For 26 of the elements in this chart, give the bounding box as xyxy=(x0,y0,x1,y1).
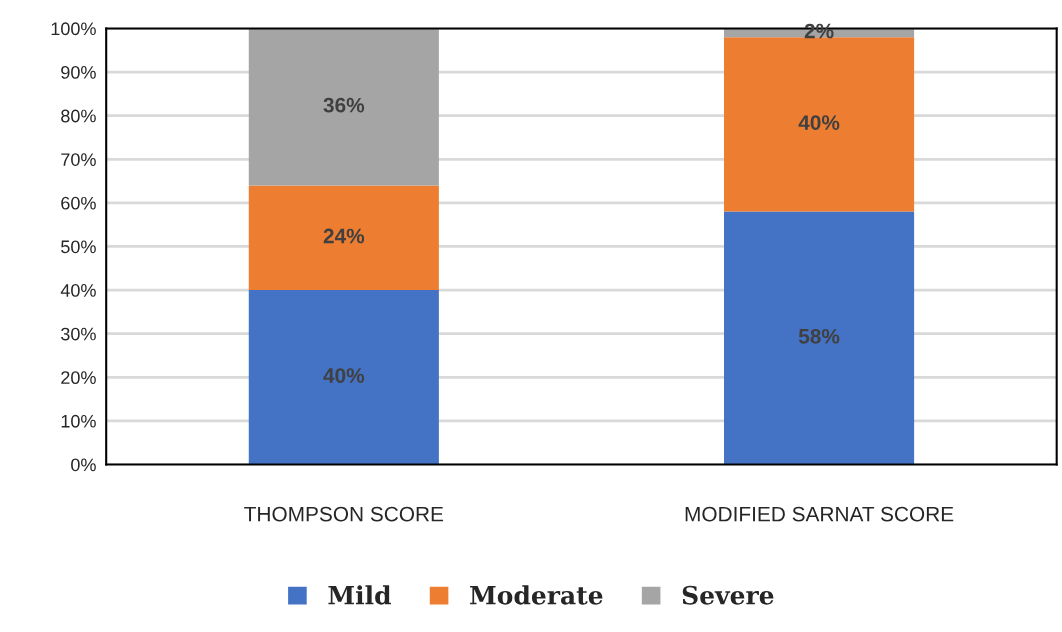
y-tick-label: 0% xyxy=(71,458,96,472)
bar xyxy=(724,37,915,212)
y-tick-label: 80% xyxy=(61,109,96,123)
y-tick-label: 70% xyxy=(61,153,96,166)
y-tick-label: 60% xyxy=(61,196,96,210)
y-tick-label: 30% xyxy=(61,327,96,341)
y-tick-label: 100% xyxy=(51,22,96,36)
y-tick-label: 10% xyxy=(61,414,96,428)
x-tick-label: THOMPSON SCORE xyxy=(244,506,444,522)
data-label: 40% xyxy=(798,115,840,130)
legend-label: Mild xyxy=(328,585,391,605)
data-label: 24% xyxy=(323,228,365,244)
data-label: 58% xyxy=(798,328,840,344)
bar xyxy=(724,211,915,465)
x-tick-label: MODIFIED SARNAT SCORE xyxy=(685,506,954,522)
bar xyxy=(248,28,439,186)
y-tick-label: 50% xyxy=(61,240,96,254)
bar xyxy=(248,185,439,291)
y-tick-label: 20% xyxy=(61,371,96,385)
bar xyxy=(248,290,439,465)
y-tick-label: 90% xyxy=(61,65,96,79)
legend-label: Moderate xyxy=(470,585,603,605)
legend-label: Severe xyxy=(682,585,774,605)
data-label: 36% xyxy=(323,97,365,113)
data-label: 40% xyxy=(323,368,365,383)
y-tick-label: 40% xyxy=(60,284,96,297)
